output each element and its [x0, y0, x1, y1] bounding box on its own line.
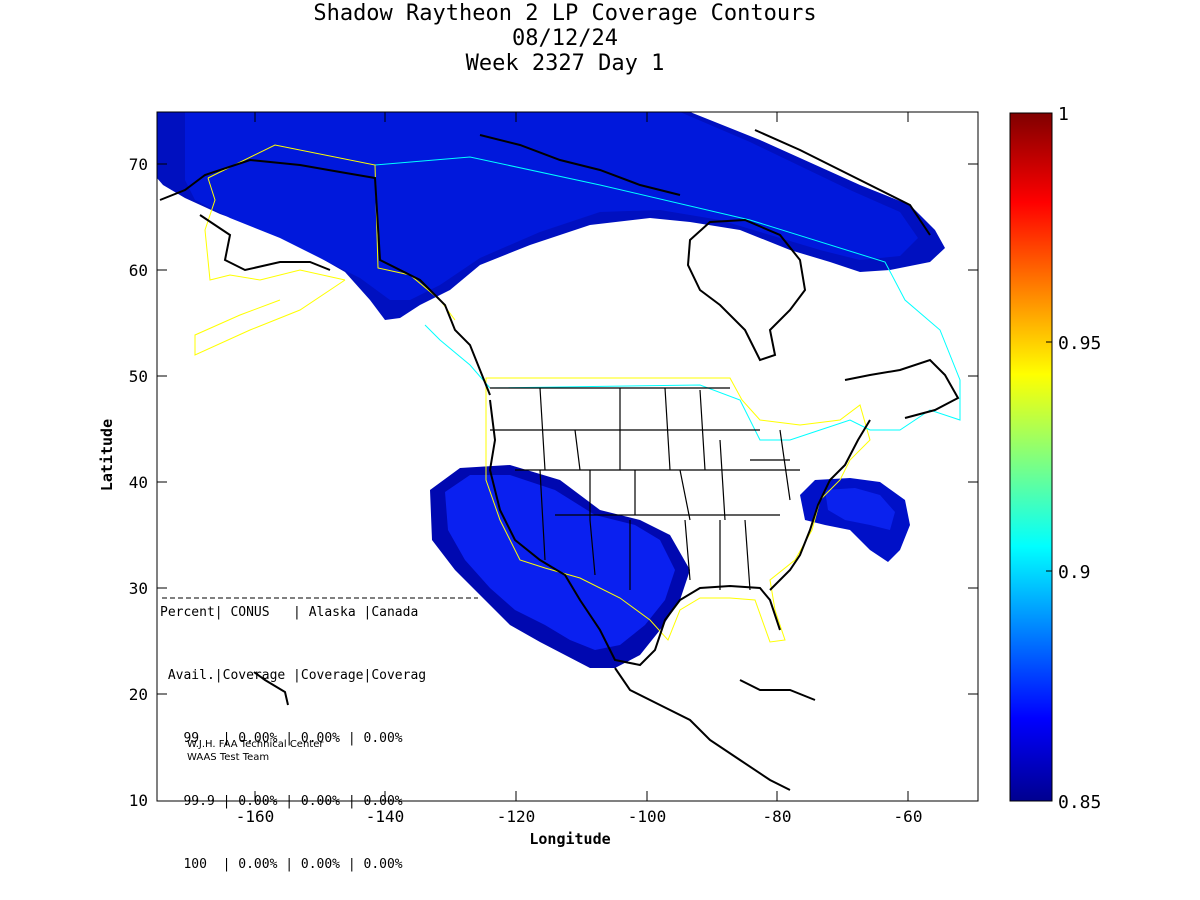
x-tick-label: -120	[497, 807, 536, 826]
x-tick-label: -60	[894, 807, 923, 826]
colorbar	[1009, 112, 1053, 802]
coastlines	[159, 129, 960, 791]
stats-header-row2: Avail.|Coverage |Coverage|Coverag	[160, 668, 427, 683]
stats-row: 99.9 | 0.00% | 0.00% | 0.00%	[160, 794, 403, 809]
credit-line2: WAAS Test Team	[187, 752, 270, 763]
canada-boundary	[374, 156, 961, 441]
y-tick-label: 30	[129, 579, 148, 598]
y-tick-label: 20	[129, 685, 148, 704]
x-tick-label: -160	[236, 807, 275, 826]
plot-frame	[156, 111, 979, 802]
colorbar-tick-label: 1	[1058, 104, 1069, 125]
y-tick-label: 70	[129, 155, 148, 174]
colorbar-tick-label: 0.95	[1058, 333, 1101, 354]
colorbar-tick-label: 0.9	[1058, 562, 1091, 583]
stats-row: 99 | 0.00% | 0.00% | 0.00%	[160, 731, 403, 746]
coverage-region-atlantic-inner	[825, 488, 895, 530]
chart-title-line3: Week 2327 Day 1	[465, 51, 665, 76]
y-tick-label: 60	[129, 261, 148, 280]
coverage-region-north-inner	[185, 112, 918, 300]
y-tick-label: 50	[129, 367, 148, 386]
chart-title-line1: Shadow Raytheon 2 LP Coverage Contours	[313, 1, 817, 26]
x-tick-label: -80	[763, 807, 792, 826]
coverage-region-south-inner	[445, 475, 675, 650]
y-axis-label: Latitude	[98, 419, 116, 491]
coverage-stats-table: Percent| CONUS | Alaska |Canada Avail.|C…	[160, 560, 470, 896]
x-tick-label: -140	[366, 807, 405, 826]
y-tick-label: 40	[129, 473, 148, 492]
chart-title-line2: 08/12/24	[512, 26, 618, 51]
stats-header-row1: Percent| CONUS | Alaska |Canada	[160, 605, 419, 620]
x-tick-label: -100	[628, 807, 667, 826]
x-axis-label: Longitude	[529, 830, 610, 848]
y-tick-label: 10	[129, 791, 148, 810]
credit-line1: W.J.H. FAA Technical Center	[187, 739, 324, 750]
stats-row: 100 | 0.00% | 0.00% | 0.00%	[160, 857, 403, 872]
axis-ticks	[157, 112, 978, 801]
colorbar-tick-label: 0.85	[1058, 792, 1101, 813]
state-boundaries	[490, 387, 800, 591]
conus-boundary	[485, 377, 871, 643]
